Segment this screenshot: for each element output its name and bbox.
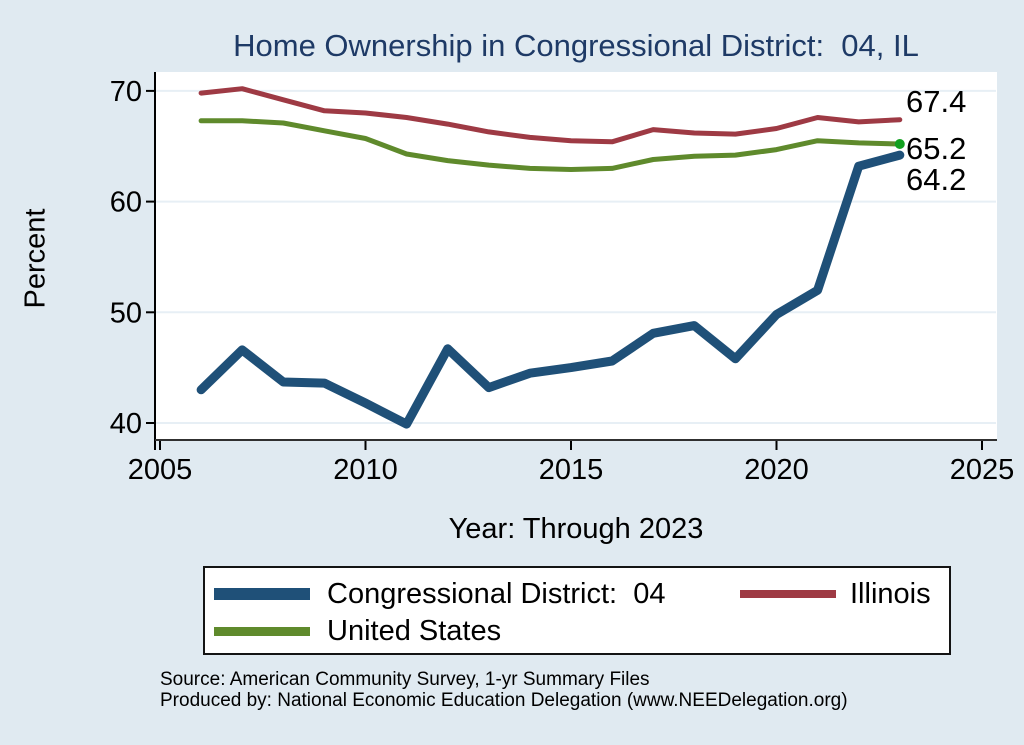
series-line-congressional-district-04 bbox=[196, 150, 905, 429]
end-marker-united-states bbox=[894, 139, 905, 149]
legend: Congressional District: 04 Illinois Unit… bbox=[203, 566, 951, 655]
y-axis-title: Percent bbox=[19, 208, 52, 309]
x-tick-label-2015: 2015 bbox=[539, 454, 604, 486]
y-tick-label-40: 40 bbox=[110, 408, 142, 440]
legend-swatch-congressional-district-04 bbox=[214, 588, 310, 600]
source-block: Source: American Community Survey, 1-yr … bbox=[160, 669, 848, 711]
y-tick-label-70: 70 bbox=[110, 76, 142, 108]
x-tick-label-2010: 2010 bbox=[333, 454, 398, 486]
x-axis-title: Year: Through 2023 bbox=[448, 513, 704, 545]
end-value-label-congressional-district-04: 64.2 bbox=[906, 162, 966, 197]
end-value-label-united-states: 65.2 bbox=[906, 131, 966, 166]
legend-swatch-illinois bbox=[740, 590, 836, 598]
chart-title: Home Ownership in Congressional District… bbox=[233, 28, 919, 63]
x-tick-label-2025: 2025 bbox=[950, 454, 1015, 486]
y-tick-label-50: 50 bbox=[110, 297, 142, 329]
legend-label-united-states: United States bbox=[327, 615, 502, 647]
produced-by-line: Produced by: National Economic Education… bbox=[160, 690, 848, 711]
x-tick-label-2020: 2020 bbox=[744, 454, 809, 486]
chart-canvas: 40 50 60 70 2005 2010 2015 2020 2025 64.2 67.4 65.2 bbox=[110, 72, 1015, 486]
y-tick-label-60: 60 bbox=[110, 187, 142, 219]
legend-swatch-united-states bbox=[214, 627, 310, 636]
series-line-united-states bbox=[198, 118, 903, 172]
end-value-label-illinois: 67.4 bbox=[906, 84, 966, 119]
x-tick-label-2005: 2005 bbox=[128, 454, 193, 486]
legend-label-congressional-district-04: Congressional District: 04 bbox=[327, 578, 666, 610]
legend-label-illinois: Illinois bbox=[850, 578, 931, 610]
source-line: Source: American Community Survey, 1-yr … bbox=[160, 669, 650, 690]
series-line-illinois bbox=[198, 86, 903, 145]
